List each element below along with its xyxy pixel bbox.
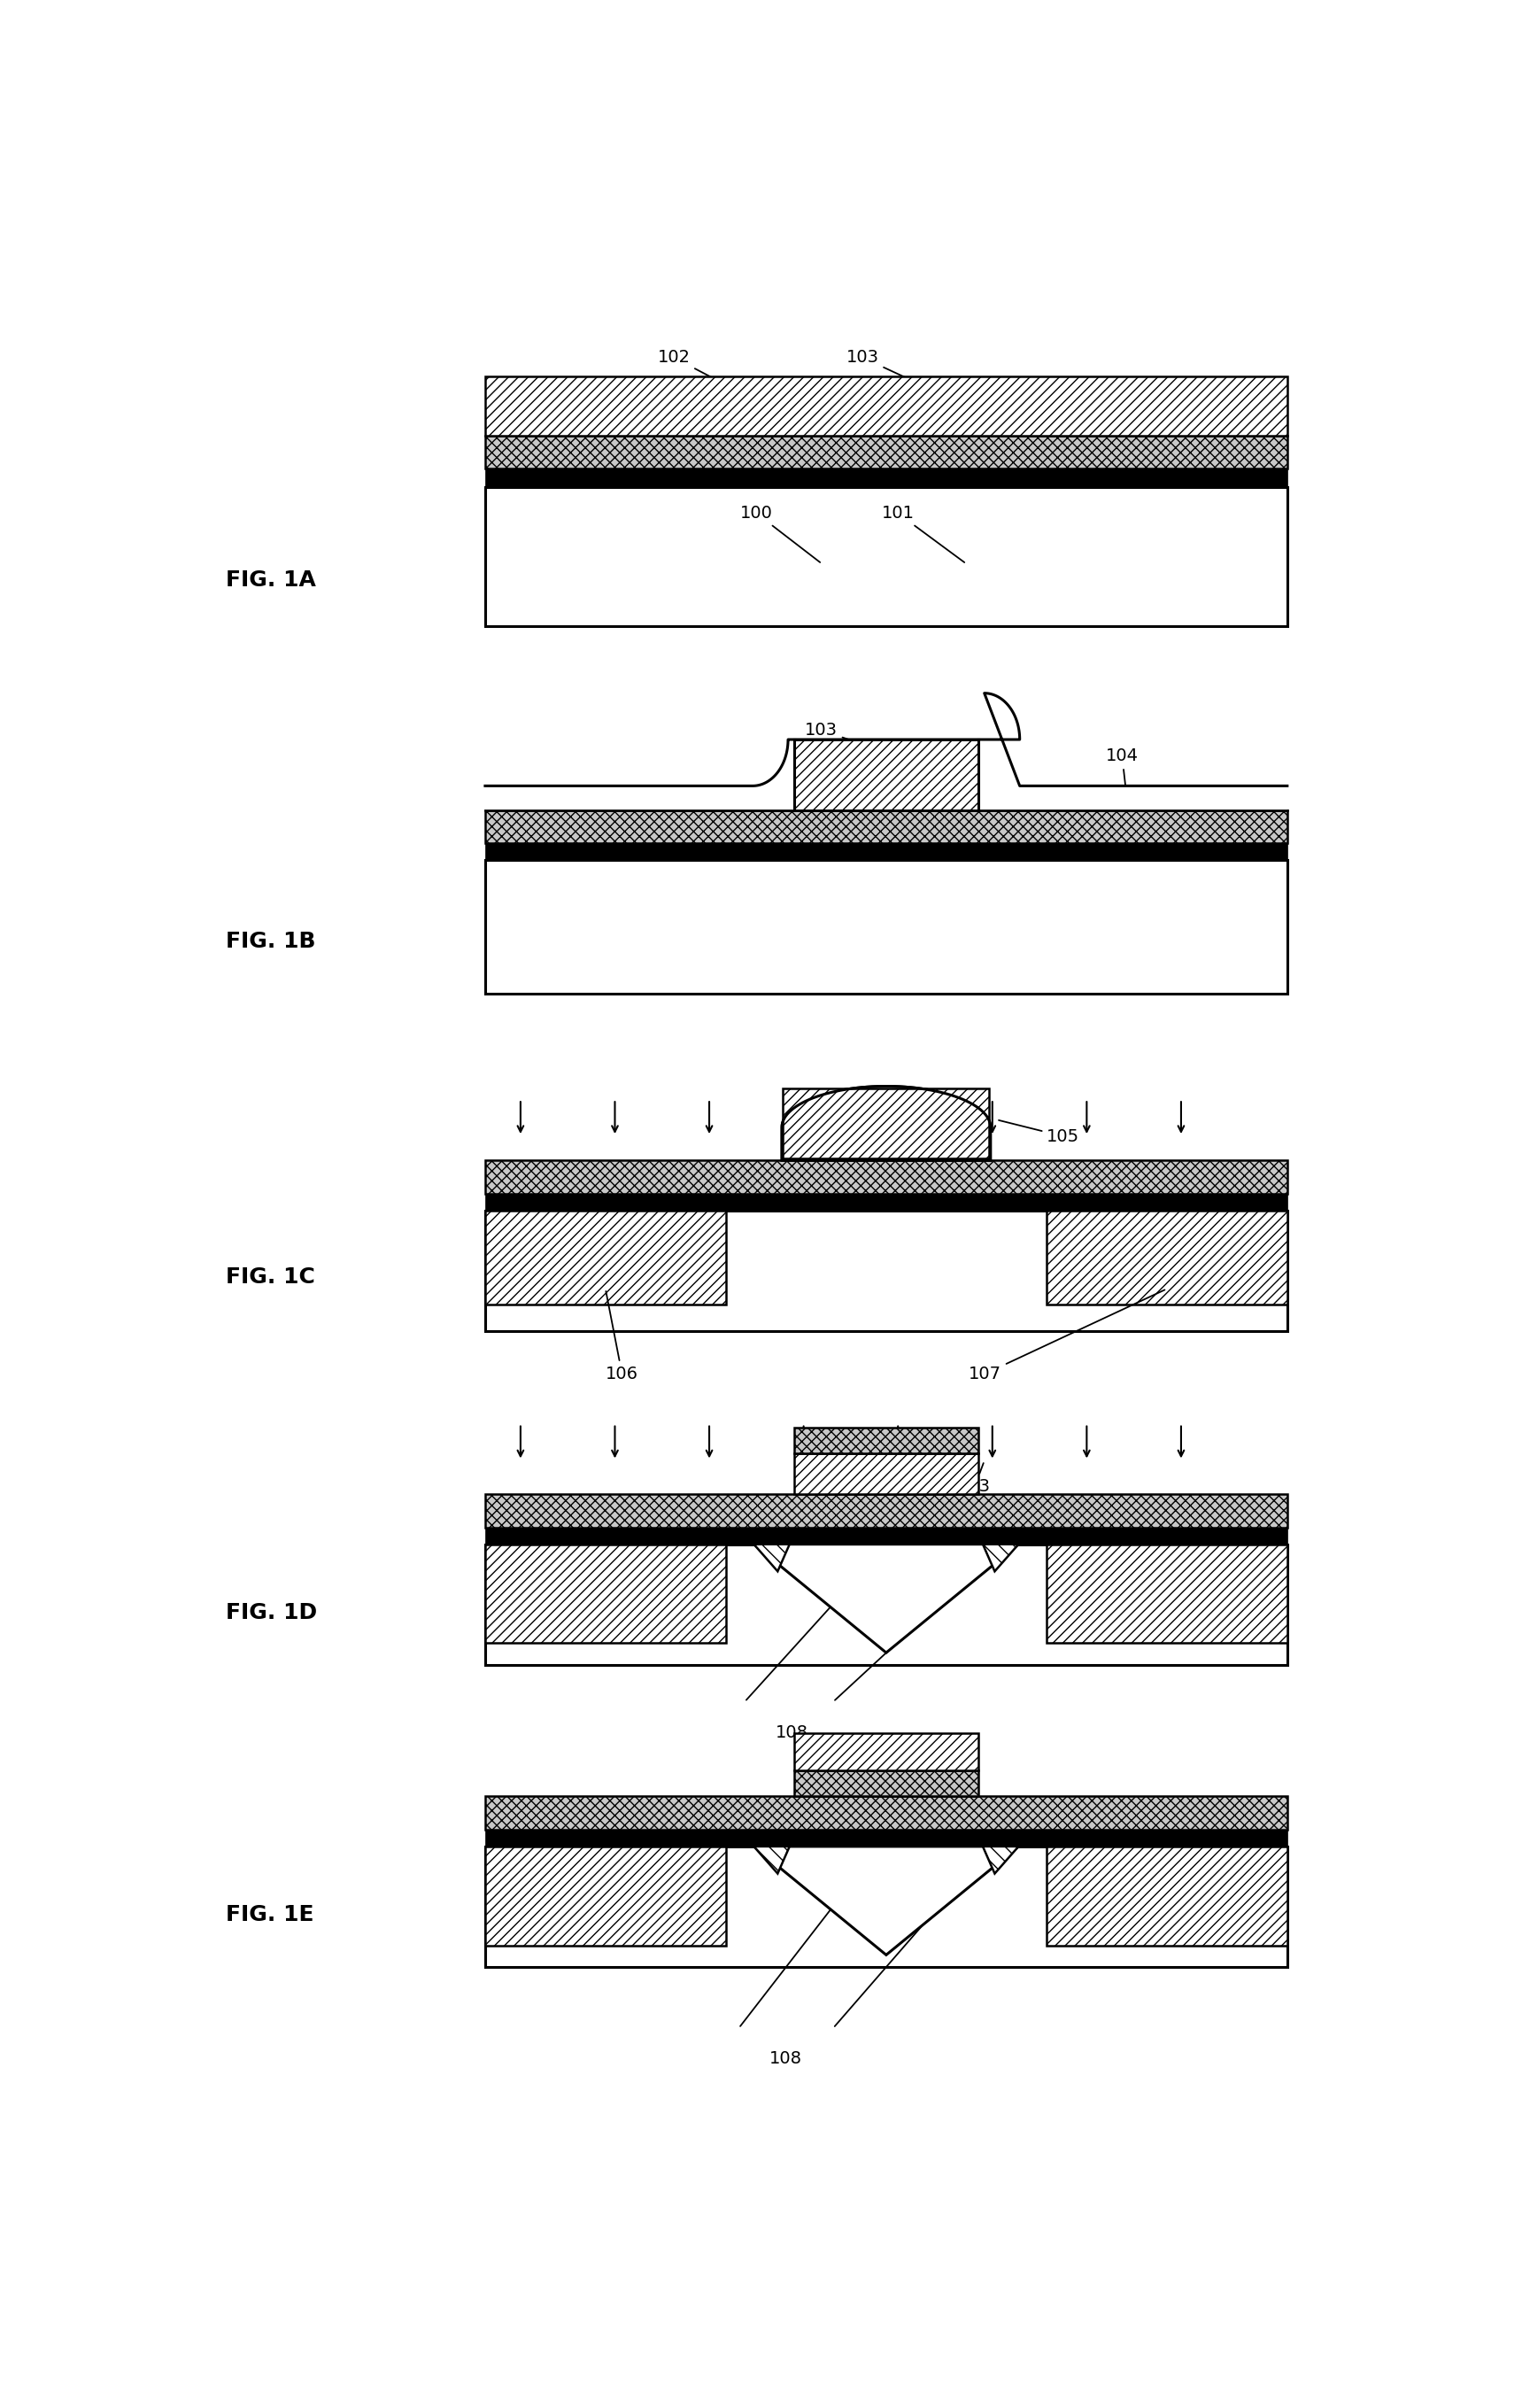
- Text: FIG. 1A: FIG. 1A: [225, 568, 317, 590]
- Polygon shape: [782, 1086, 991, 1161]
- Text: 108: 108: [770, 2052, 802, 2066]
- Text: FIG. 1E: FIG. 1E: [225, 1905, 314, 1926]
- Text: 106: 106: [606, 1291, 638, 1382]
- Bar: [794, 1454, 979, 1493]
- Bar: [486, 1211, 726, 1305]
- Bar: [486, 860, 1288, 995]
- Text: 103: 103: [805, 722, 930, 766]
- Text: 100: 100: [740, 506, 820, 563]
- Text: FIG. 1C: FIG. 1C: [225, 1267, 315, 1288]
- Text: 104: 104: [1105, 749, 1138, 795]
- Text: 107: 107: [970, 1291, 1164, 1382]
- Text: FIG. 1B: FIG. 1B: [225, 932, 315, 951]
- Text: 103: 103: [846, 349, 963, 405]
- Bar: [486, 1527, 1288, 1544]
- Polygon shape: [486, 694, 1288, 809]
- Polygon shape: [753, 1544, 790, 1572]
- Text: 102: 102: [658, 349, 764, 405]
- Bar: [1047, 1544, 1288, 1642]
- Polygon shape: [983, 1544, 1018, 1572]
- Bar: [784, 1088, 989, 1158]
- Bar: [1047, 1847, 1288, 1946]
- Polygon shape: [753, 1544, 1018, 1652]
- Text: 105: 105: [998, 1120, 1079, 1144]
- Bar: [486, 1493, 1288, 1527]
- Bar: [486, 1544, 1288, 1664]
- Bar: [486, 843, 1288, 860]
- Polygon shape: [753, 1847, 1018, 1955]
- Bar: [486, 1211, 1288, 1332]
- Bar: [486, 1796, 1288, 1830]
- Bar: [486, 809, 1288, 843]
- Bar: [486, 1194, 1288, 1211]
- Bar: [486, 1544, 726, 1642]
- Bar: [486, 1847, 1288, 1967]
- Bar: [794, 1428, 979, 1454]
- Bar: [486, 376, 1288, 436]
- Bar: [486, 1830, 1288, 1847]
- Text: 101: 101: [881, 506, 965, 563]
- Bar: [486, 436, 1288, 470]
- Bar: [794, 739, 979, 809]
- Polygon shape: [983, 1847, 1018, 1873]
- Text: FIG. 1D: FIG. 1D: [225, 1601, 317, 1623]
- Polygon shape: [753, 1847, 790, 1873]
- Bar: [794, 1770, 979, 1796]
- Bar: [486, 470, 1288, 486]
- Bar: [486, 1847, 726, 1946]
- Bar: [486, 486, 1288, 626]
- Bar: [486, 1161, 1288, 1194]
- Bar: [1047, 1211, 1288, 1305]
- Text: 108: 108: [775, 1724, 808, 1741]
- Text: 103: 103: [959, 1464, 991, 1495]
- Bar: [794, 1734, 979, 1770]
